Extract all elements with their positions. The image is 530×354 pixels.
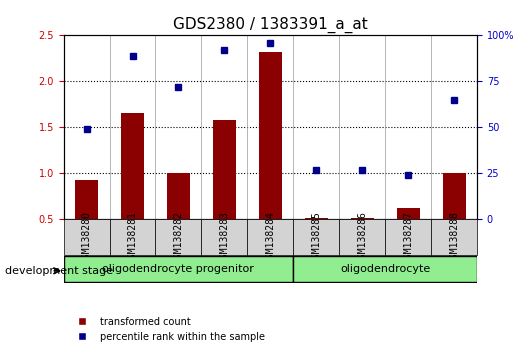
FancyBboxPatch shape [110, 219, 155, 255]
Bar [75, 180, 98, 219]
Bar [167, 172, 190, 219]
FancyBboxPatch shape [64, 219, 110, 255]
Text: GSM138281: GSM138281 [128, 211, 137, 264]
Text: GSM138282: GSM138282 [173, 211, 183, 264]
Text: oligodendrocyte progenitor: oligodendrocyte progenitor [102, 264, 254, 274]
Text: GSM138286: GSM138286 [357, 211, 367, 264]
FancyBboxPatch shape [339, 219, 385, 255]
Text: GSM138280: GSM138280 [82, 211, 92, 264]
Text: oligodendrocyte: oligodendrocyte [340, 264, 430, 274]
FancyBboxPatch shape [64, 256, 293, 282]
Text: GSM138284: GSM138284 [266, 211, 275, 264]
Bar [305, 218, 328, 219]
FancyBboxPatch shape [293, 256, 477, 282]
FancyBboxPatch shape [248, 219, 293, 255]
FancyBboxPatch shape [293, 219, 339, 255]
Text: development stage: development stage [5, 266, 113, 276]
Legend: transformed count, percentile rank within the sample: transformed count, percentile rank withi… [68, 313, 269, 346]
Bar [351, 218, 374, 219]
Bar [259, 52, 282, 219]
Text: GSM138288: GSM138288 [449, 211, 459, 264]
Title: GDS2380 / 1383391_a_at: GDS2380 / 1383391_a_at [173, 16, 368, 33]
Text: GSM138287: GSM138287 [403, 211, 413, 264]
Text: GSM138283: GSM138283 [219, 211, 229, 264]
Bar [121, 113, 144, 219]
Bar [443, 173, 465, 219]
Bar [213, 120, 236, 219]
Bar [396, 207, 420, 219]
FancyBboxPatch shape [155, 219, 201, 255]
FancyBboxPatch shape [201, 219, 248, 255]
Text: GSM138285: GSM138285 [311, 211, 321, 264]
FancyBboxPatch shape [431, 219, 477, 255]
FancyBboxPatch shape [385, 219, 431, 255]
